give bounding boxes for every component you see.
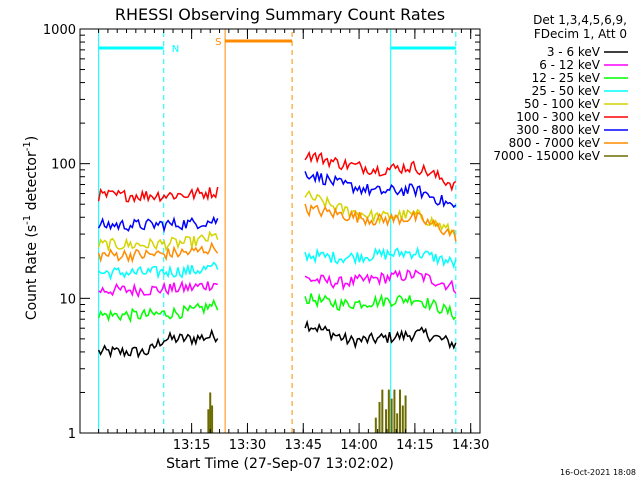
legend-label: 800 - 7000 keV: [509, 136, 601, 150]
legend-label: 3 - 6 keV: [547, 45, 601, 59]
legend-label: 100 - 300 keV: [516, 110, 600, 124]
series-line-1-seg1: [98, 279, 218, 299]
series-line-2-seg2: [304, 292, 457, 321]
marker-label-0: N: [172, 44, 179, 55]
x-tick-label: 13:45: [285, 438, 322, 453]
axes: 1 10 100 1000 13:15 13:30 13:45 14:00 14:15 14:30: [43, 23, 490, 453]
x-tick-label: 14:00: [340, 438, 377, 453]
legend-header-line-2: FDecim 1, Att 0: [534, 27, 627, 41]
y-tick-label: 10: [59, 292, 76, 307]
series-line-3-seg2: [304, 246, 457, 270]
series-line-0-seg2: [304, 319, 457, 350]
legend-label: 25 - 50 keV: [532, 84, 601, 98]
legend-label: 12 - 25 keV: [532, 71, 601, 85]
legend-label: 50 - 100 keV: [524, 97, 601, 111]
legend-label: 300 - 800 keV: [516, 123, 600, 137]
y-tick-label: 1000: [43, 23, 76, 38]
series-line-5-seg1: [97, 186, 219, 204]
timestamp: 16-Oct-2021 18:08: [560, 468, 636, 477]
plot-frame: [79, 28, 481, 434]
y-tick-label: 1: [68, 427, 76, 442]
x-axis-label: Start Time (27-Sep-07 13:02:02): [166, 456, 394, 472]
series-line-4-seg2: [304, 189, 457, 238]
series-line-7-seg1: [97, 241, 219, 264]
series-line-5-seg2: [304, 150, 457, 192]
series-line-6-seg2: [304, 171, 457, 209]
series-line-1-seg2: [304, 269, 457, 294]
series-line-0-seg1: [97, 328, 219, 359]
legend-label: 6 - 12 keV: [539, 58, 601, 72]
series-line-3-seg1: [98, 261, 219, 281]
series-line-2-seg1: [97, 298, 219, 324]
legend: Det 1,3,4,5,6,9, FDecim 1, Att 0 3 - 6 k…: [493, 13, 628, 163]
series-line-4-seg1: [97, 230, 219, 252]
legend-header-line-1: Det 1,3,4,5,6,9,: [533, 13, 627, 27]
x-tick-label: 13:15: [173, 438, 210, 453]
x-tick-label: 14:15: [396, 438, 433, 453]
y-tick-label: 100: [51, 158, 76, 173]
x-tick-label: 14:30: [452, 438, 489, 453]
x-tick-label: 13:30: [229, 438, 266, 453]
y-axis-label: Count Rate (s-1 detector-1): [22, 136, 40, 320]
plot-area: NS: [97, 29, 457, 433]
series-line-7-seg2: [304, 203, 457, 242]
chart-title: RHESSI Observing Summary Count Rates: [115, 5, 445, 24]
legend-label: 7000 - 15000 keV: [493, 149, 600, 163]
series-line-6-seg1: [97, 215, 219, 234]
marker-label-2: S: [215, 37, 221, 48]
